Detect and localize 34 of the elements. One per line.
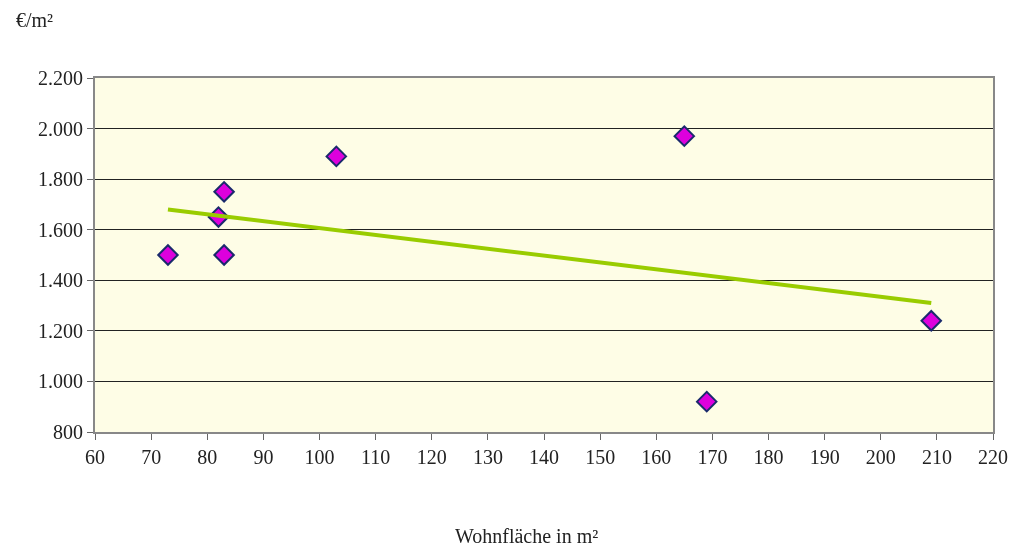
x-tick-label: 130 [472, 446, 503, 468]
x-tick-label: 100 [304, 446, 335, 468]
x-tick-label: 120 [416, 446, 447, 468]
x-tick-label: 180 [753, 446, 784, 468]
point [673, 125, 696, 147]
y-tick-label: 1.600 [38, 218, 83, 241]
x-tick-label: 80 [197, 446, 218, 468]
x-tick-label: 160 [641, 446, 672, 468]
point [157, 244, 179, 266]
point [325, 145, 348, 168]
point [213, 244, 235, 266]
x-tick-label: 140 [529, 446, 559, 468]
x-tick-label: 90 [253, 446, 274, 468]
y-tick-label: 2.200 [38, 67, 83, 89]
x-tick-label: 200 [865, 446, 896, 468]
x-tick-label: 110 [361, 446, 391, 468]
y-axis-title: €/m² [16, 9, 54, 31]
y-tick-label: 1.800 [38, 168, 83, 191]
point [213, 181, 235, 203]
y-tick-label: 1.200 [38, 319, 83, 342]
y-tick-label: 800 [53, 421, 83, 443]
x-tick-label: 150 [585, 446, 616, 468]
y-tick-label: 1.000 [38, 370, 83, 393]
x-tick-label: 170 [697, 446, 728, 468]
y-tick-label: 2.000 [38, 117, 83, 140]
point [696, 390, 718, 413]
x-tick-label: 60 [85, 446, 105, 468]
x-tick-label: 220 [978, 446, 1008, 468]
x-tick-label: 210 [921, 446, 952, 468]
y-tick-label: 1.400 [38, 269, 83, 292]
point [920, 309, 943, 332]
x-tick-label: 70 [141, 446, 162, 468]
x-axis-title: Wohnfläche in m² [455, 525, 599, 547]
x-tick-label: 190 [809, 446, 840, 468]
